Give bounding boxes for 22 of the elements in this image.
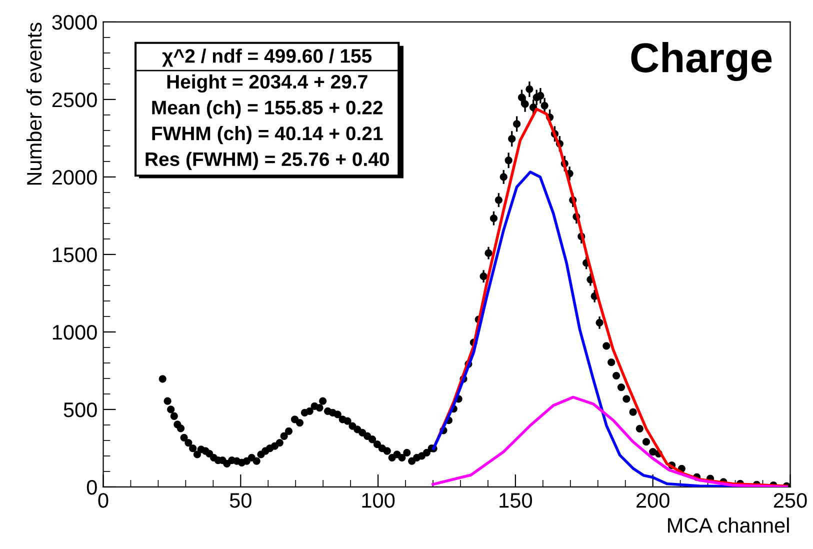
line-series	[432, 396, 788, 487]
x-tick-label: 150	[500, 493, 532, 508]
annotation: Charge	[631, 42, 772, 81]
y-tick-label: 3000	[52, 14, 97, 30]
x-tick-label: 250	[774, 493, 807, 508]
y-axis-title: Number of events	[26, 22, 42, 185]
y-tick-label: 1500	[52, 247, 97, 262]
x-tick-label: 100	[362, 493, 395, 508]
y-tick-label: 1000	[52, 324, 97, 340]
y-tick-label: 2000	[52, 170, 97, 185]
annotation: FWHM (ch) = 40.14 + 0.21	[152, 126, 383, 144]
annotation: Res (FWHM) = 25.76 + 0.40	[146, 152, 389, 170]
y-tick-label: 0	[86, 480, 97, 495]
x-tick-label: 0	[98, 493, 108, 508]
annotation: Height = 2034.4 + 29.7	[167, 74, 368, 93]
x-axis-title: MCA channel	[668, 517, 789, 533]
x-tick-label: 50	[230, 493, 252, 508]
x-tick-label: 200	[636, 493, 670, 508]
annotation: χ^2 / ndf = 499.60 / 155	[162, 48, 372, 67]
y-tick-label: 500	[64, 402, 97, 418]
y-tick-label: 2500	[52, 92, 97, 108]
annotation: Mean (ch) = 155.85 + 0.22	[152, 100, 383, 118]
